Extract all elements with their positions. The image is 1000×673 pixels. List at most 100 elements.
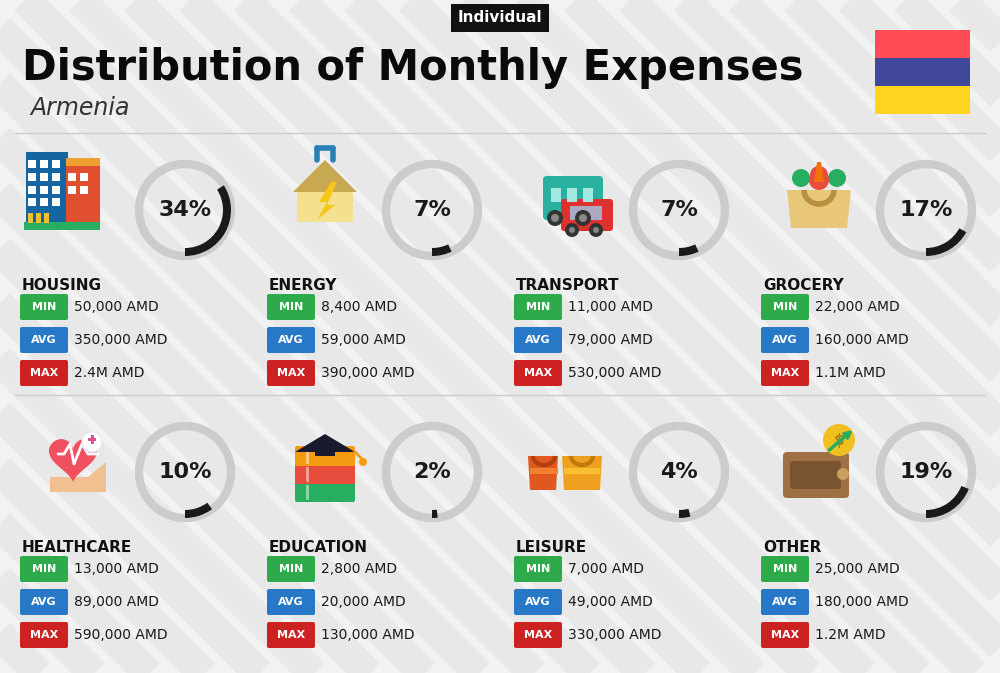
Polygon shape <box>49 439 97 483</box>
Wedge shape <box>185 503 212 518</box>
FancyBboxPatch shape <box>28 198 36 206</box>
FancyBboxPatch shape <box>267 327 315 353</box>
Circle shape <box>809 170 829 190</box>
FancyBboxPatch shape <box>28 213 33 223</box>
Text: MAX: MAX <box>524 368 552 378</box>
FancyBboxPatch shape <box>20 327 68 353</box>
Text: 11,000 AMD: 11,000 AMD <box>568 300 653 314</box>
Text: Distribution of Monthly Expenses: Distribution of Monthly Expenses <box>22 47 804 89</box>
Polygon shape <box>293 160 357 192</box>
Text: 10%: 10% <box>158 462 212 482</box>
Text: 7,000 AMD: 7,000 AMD <box>568 562 644 576</box>
Circle shape <box>828 169 846 187</box>
Text: ENERGY: ENERGY <box>269 278 338 293</box>
Circle shape <box>810 166 828 184</box>
Wedge shape <box>679 509 690 518</box>
FancyBboxPatch shape <box>551 188 561 202</box>
Text: AVG: AVG <box>278 335 304 345</box>
FancyBboxPatch shape <box>790 461 841 489</box>
Wedge shape <box>432 244 452 256</box>
FancyBboxPatch shape <box>40 173 48 181</box>
Text: 350,000 AMD: 350,000 AMD <box>74 333 168 347</box>
FancyBboxPatch shape <box>514 294 562 320</box>
Text: 8,400 AMD: 8,400 AMD <box>321 300 397 314</box>
Text: GROCERY: GROCERY <box>763 278 844 293</box>
FancyBboxPatch shape <box>875 86 970 114</box>
Polygon shape <box>528 456 558 490</box>
FancyBboxPatch shape <box>40 160 48 168</box>
Text: Armenia: Armenia <box>30 96 130 120</box>
Text: 390,000 AMD: 390,000 AMD <box>321 366 415 380</box>
Wedge shape <box>926 228 966 256</box>
FancyBboxPatch shape <box>514 327 562 353</box>
FancyBboxPatch shape <box>561 199 613 231</box>
FancyBboxPatch shape <box>20 556 68 582</box>
FancyBboxPatch shape <box>80 186 88 194</box>
Text: MIN: MIN <box>773 302 797 312</box>
Text: 2%: 2% <box>413 462 451 482</box>
Text: AVG: AVG <box>31 335 57 345</box>
FancyBboxPatch shape <box>761 622 809 648</box>
FancyBboxPatch shape <box>80 173 88 181</box>
FancyBboxPatch shape <box>36 213 41 223</box>
FancyBboxPatch shape <box>20 589 68 615</box>
FancyBboxPatch shape <box>514 622 562 648</box>
Text: 17%: 17% <box>899 200 953 220</box>
Text: AVG: AVG <box>278 597 304 607</box>
Text: 1.1M AMD: 1.1M AMD <box>815 366 886 380</box>
Polygon shape <box>50 462 106 492</box>
FancyBboxPatch shape <box>267 589 315 615</box>
FancyBboxPatch shape <box>315 450 335 456</box>
Text: AVG: AVG <box>525 597 551 607</box>
FancyBboxPatch shape <box>26 152 68 224</box>
Text: AVG: AVG <box>31 597 57 607</box>
FancyBboxPatch shape <box>28 186 36 194</box>
Circle shape <box>547 210 563 226</box>
FancyBboxPatch shape <box>514 556 562 582</box>
Text: MAX: MAX <box>30 630 58 640</box>
FancyBboxPatch shape <box>52 173 60 181</box>
FancyBboxPatch shape <box>91 435 94 444</box>
FancyBboxPatch shape <box>761 360 809 386</box>
Text: TRANSPORT: TRANSPORT <box>516 278 620 293</box>
Text: 13,000 AMD: 13,000 AMD <box>74 562 159 576</box>
Text: Individual: Individual <box>458 11 542 26</box>
Text: 590,000 AMD: 590,000 AMD <box>74 628 168 642</box>
Text: LEISURE: LEISURE <box>516 540 587 555</box>
Text: 25,000 AMD: 25,000 AMD <box>815 562 900 576</box>
Text: 7%: 7% <box>660 200 698 220</box>
Polygon shape <box>814 162 824 182</box>
Circle shape <box>359 458 367 466</box>
FancyBboxPatch shape <box>875 30 970 58</box>
FancyBboxPatch shape <box>267 360 315 386</box>
Text: 59,000 AMD: 59,000 AMD <box>321 333 406 347</box>
Text: AVG: AVG <box>772 335 798 345</box>
Text: MAX: MAX <box>30 368 58 378</box>
Text: AVG: AVG <box>525 335 551 345</box>
FancyBboxPatch shape <box>52 186 60 194</box>
Circle shape <box>837 468 849 480</box>
FancyBboxPatch shape <box>68 186 76 194</box>
Circle shape <box>579 214 587 222</box>
Text: 7%: 7% <box>413 200 451 220</box>
FancyBboxPatch shape <box>567 188 577 202</box>
FancyBboxPatch shape <box>564 468 600 474</box>
Circle shape <box>565 223 579 237</box>
Text: 50,000 AMD: 50,000 AMD <box>74 300 159 314</box>
FancyBboxPatch shape <box>24 222 100 230</box>
FancyBboxPatch shape <box>68 173 76 181</box>
Circle shape <box>82 432 102 452</box>
Text: MAX: MAX <box>277 630 305 640</box>
FancyBboxPatch shape <box>875 58 970 86</box>
FancyBboxPatch shape <box>761 589 809 615</box>
FancyBboxPatch shape <box>66 165 100 223</box>
Text: HOUSING: HOUSING <box>22 278 102 293</box>
Wedge shape <box>926 486 969 518</box>
FancyBboxPatch shape <box>295 482 355 502</box>
Circle shape <box>569 227 575 233</box>
Text: MIN: MIN <box>279 302 303 312</box>
FancyBboxPatch shape <box>267 294 315 320</box>
FancyBboxPatch shape <box>761 556 809 582</box>
Text: MIN: MIN <box>279 564 303 574</box>
FancyBboxPatch shape <box>570 206 602 220</box>
